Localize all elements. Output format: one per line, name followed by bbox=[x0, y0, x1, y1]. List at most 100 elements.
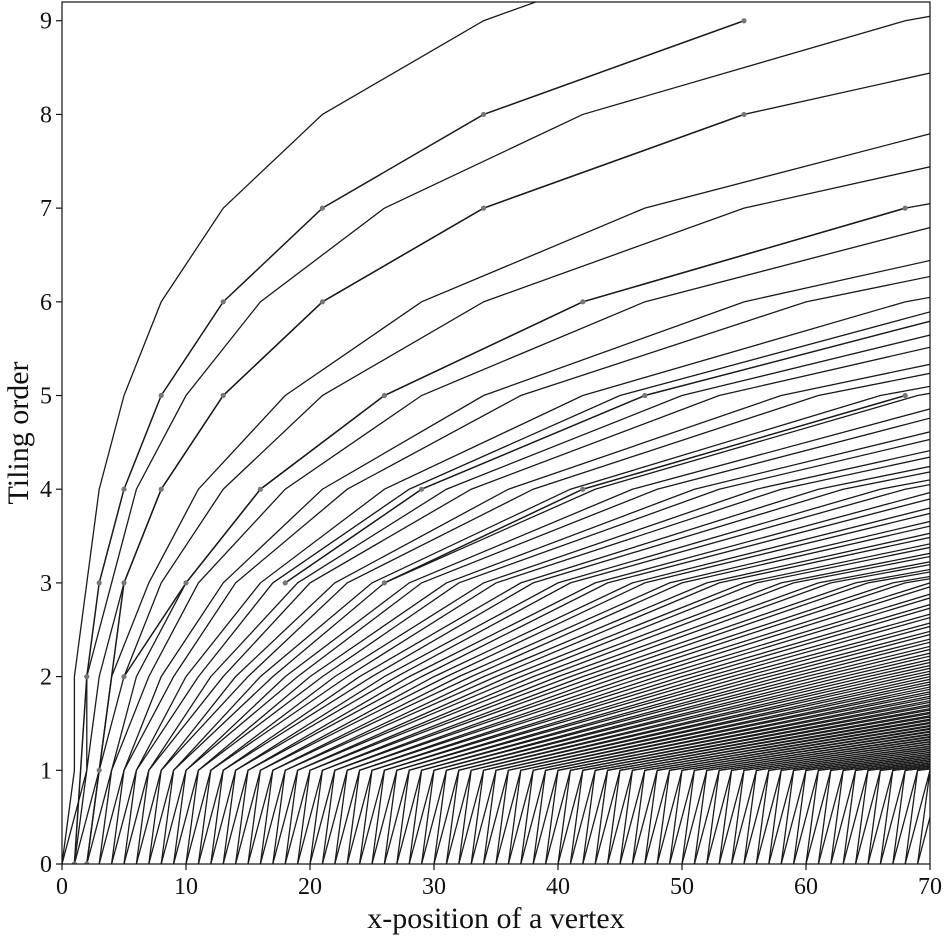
tiling-curve-25 bbox=[210, 479, 930, 864]
tiling-curve-122 bbox=[817, 757, 930, 864]
vertex-marker-2-5 bbox=[902, 205, 908, 211]
tiling-curve-45 bbox=[334, 582, 930, 864]
vertex-marker-1-6 bbox=[481, 205, 487, 211]
tiling-curve-59 bbox=[420, 645, 930, 864]
highlighted-curve-1 bbox=[86, 113, 745, 864]
tiling-curve-98 bbox=[668, 731, 930, 864]
tiling-curve-57 bbox=[408, 638, 930, 864]
tiling-curve-76 bbox=[532, 693, 930, 864]
vertex-marker-0-8 bbox=[741, 18, 747, 24]
tiling-curve-40 bbox=[309, 563, 930, 864]
tiling-curve-64 bbox=[458, 661, 930, 864]
vertex-marker-2-1 bbox=[183, 580, 189, 586]
tiling-curve-19 bbox=[172, 431, 930, 864]
tiling-curve-42 bbox=[321, 571, 930, 864]
vertex-marker-1-2 bbox=[121, 580, 127, 586]
tiling-curve-53 bbox=[383, 622, 930, 864]
vertex-marker-1-1 bbox=[96, 767, 102, 773]
vertex-marker-3-2 bbox=[642, 392, 648, 399]
y-tick-label-9: 9 bbox=[40, 9, 52, 35]
tiling-curve-124 bbox=[830, 759, 930, 864]
tiling-curve-21 bbox=[185, 449, 930, 864]
vertex-marker-1-7 bbox=[741, 111, 747, 118]
highlighted-curve-2 bbox=[123, 207, 906, 678]
x-tick-label-0: 0 bbox=[56, 874, 68, 900]
tiling-curve-22 bbox=[197, 456, 930, 864]
y-tick-label-7: 7 bbox=[40, 196, 52, 222]
tiling-curve-46 bbox=[346, 586, 930, 864]
tiling-curve-139 bbox=[916, 814, 930, 864]
tiling-curve-102 bbox=[693, 736, 930, 864]
tiling-curve-137 bbox=[904, 769, 930, 864]
vertex-marker-4-1 bbox=[580, 486, 586, 492]
tiling-curve-94 bbox=[644, 725, 930, 864]
tiling-curve-48 bbox=[358, 597, 930, 864]
y-tick-label-3: 3 bbox=[40, 571, 52, 597]
vertex-marker-2-4 bbox=[580, 299, 586, 305]
tiling-curve-75 bbox=[520, 691, 930, 864]
vertex-marker-0-4 bbox=[158, 392, 164, 399]
tiling-curve-47 bbox=[346, 593, 930, 864]
x-tick-label-70: 70 bbox=[918, 874, 942, 900]
tiling-curve-120 bbox=[805, 755, 930, 864]
tiling-curve-63 bbox=[445, 658, 930, 864]
tiling-curve-112 bbox=[755, 747, 930, 864]
tiling-curve-49 bbox=[358, 603, 930, 864]
tiling-curve-52 bbox=[383, 616, 930, 864]
tiling-curve-24 bbox=[210, 471, 930, 864]
tiling-curve-66 bbox=[470, 667, 930, 864]
tiling-curve-28 bbox=[234, 498, 930, 864]
tiling-curve-44 bbox=[334, 578, 930, 864]
tiling-curve-134 bbox=[892, 766, 930, 864]
tiling-curve-73 bbox=[507, 686, 930, 864]
tiling-curve-26 bbox=[222, 483, 930, 864]
tiling-curve-116 bbox=[780, 751, 930, 864]
vertex-marker-1-5 bbox=[319, 299, 325, 305]
y-axis: 0 1 2 3 4 5 6 7 8 9 bbox=[40, 9, 62, 878]
tiling-curve-80 bbox=[557, 701, 930, 864]
vertex-marker-0-6 bbox=[319, 205, 325, 211]
tiling-curve-72 bbox=[507, 683, 930, 864]
tiling-curve-1 bbox=[62, 15, 930, 864]
tiling-curve-51 bbox=[371, 613, 930, 864]
vertex-marker-0-5 bbox=[220, 299, 226, 305]
vertex-marker-1-4 bbox=[220, 392, 226, 399]
x-tick-label-50: 50 bbox=[670, 874, 694, 900]
y-tick-label-6: 6 bbox=[40, 290, 52, 316]
tiling-curve-114 bbox=[768, 749, 930, 864]
curves-layer bbox=[62, 2, 930, 864]
tiling-curve-8 bbox=[110, 275, 930, 864]
tiling-curve-0 bbox=[62, 2, 538, 864]
tiling-curve-118 bbox=[792, 753, 930, 864]
tiling-curve-74 bbox=[520, 688, 930, 864]
tiling-curve-10 bbox=[123, 311, 930, 864]
tiling-curve-140 bbox=[929, 859, 930, 864]
tiling-curve-58 bbox=[420, 641, 930, 864]
tiling-curve-33 bbox=[259, 532, 930, 864]
tiling-curve-96 bbox=[656, 728, 930, 864]
tiling-curve-78 bbox=[544, 697, 930, 864]
tiling-curve-69 bbox=[482, 675, 930, 864]
vertex-marker-1-3 bbox=[158, 486, 164, 492]
tiling-curve-67 bbox=[470, 670, 930, 864]
tiling-curve-138 bbox=[916, 769, 930, 864]
highlighted-curve-3 bbox=[284, 320, 930, 584]
tiling-curve-31 bbox=[247, 520, 930, 864]
tiling-curve-136 bbox=[904, 768, 930, 864]
tiling-curve-108 bbox=[730, 743, 930, 864]
tiling-curve-32 bbox=[259, 525, 930, 864]
vertex-marker-0-7 bbox=[481, 111, 487, 118]
tiling-curve-71 bbox=[495, 681, 930, 864]
tiling-curve-29 bbox=[234, 507, 930, 864]
tiling-curve-20 bbox=[185, 438, 930, 864]
tiling-curve-27 bbox=[222, 491, 930, 864]
vertex-marker-3-0 bbox=[282, 580, 288, 586]
x-axis-label: x-position of a vertex bbox=[367, 902, 624, 935]
tiling-curve-9 bbox=[110, 296, 930, 864]
tiling-curve-77 bbox=[532, 695, 930, 864]
tiling-curve-43 bbox=[321, 575, 930, 864]
tiling-curve-60 bbox=[433, 648, 930, 864]
vertex-marker-0-1 bbox=[84, 674, 90, 680]
vertex-marker-2-0 bbox=[121, 674, 127, 680]
